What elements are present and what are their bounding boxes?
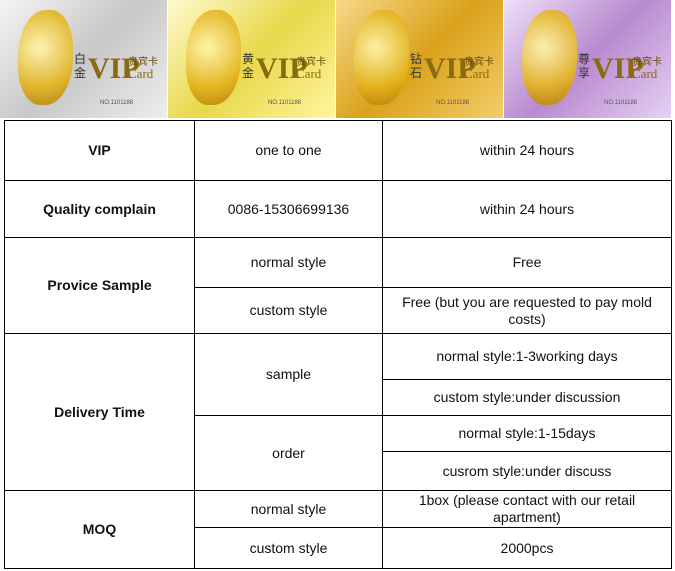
sub-label-cell: normal style: [194, 237, 383, 288]
value-cell: within 24 hours: [382, 180, 672, 238]
card-subtitle: Card: [632, 66, 658, 81]
ribbon: [522, 10, 577, 105]
card-tag: 贵宾卡: [128, 57, 158, 68]
value-cell: 1box (please contact with our retail apa…: [382, 490, 672, 528]
card-number: NO.1101188: [100, 100, 134, 106]
sub-label-cell: 0086-15306699136: [194, 180, 383, 238]
sub-label-cell: sample: [194, 333, 383, 416]
ribbon: [354, 10, 409, 105]
card-tag: 贵宾卡: [464, 57, 494, 68]
value-cell: normal style:1-3working days: [382, 333, 672, 380]
row-label-cell: VIP: [4, 120, 195, 181]
row-label-cell: Provice Sample: [4, 237, 195, 334]
value-cell: normal style:1-15days: [382, 415, 672, 452]
value-cell: Free (but you are requested to pay mold …: [382, 287, 672, 334]
vip-card: 白金 VIP 贵宾卡 Card NO.1101188: [0, 0, 167, 118]
sub-label-cell: normal style: [194, 490, 383, 528]
card-subtitle: Card: [128, 66, 154, 81]
card-number: NO.1101188: [436, 100, 470, 106]
card-title: VIP: [88, 52, 140, 85]
sub-label-cell: one to one: [194, 120, 383, 181]
card-tag: 贵宾卡: [296, 57, 326, 68]
card-title: VIP: [424, 52, 476, 85]
card-tag: 贵宾卡: [632, 57, 662, 68]
card-level: 尊享: [578, 52, 591, 80]
card-number: NO.1101188: [268, 100, 302, 106]
sub-label-cell: custom style: [194, 287, 383, 334]
row-label-cell: MOQ: [4, 490, 195, 569]
ribbon: [18, 10, 73, 105]
card-level: 黄金: [242, 52, 255, 80]
value-cell: within 24 hours: [382, 120, 672, 181]
sub-label-cell: custom style: [194, 527, 383, 569]
value-cell: 2000pcs: [382, 527, 672, 569]
card-subtitle: Card: [464, 66, 490, 81]
row-label-cell: Delivery Time: [4, 333, 195, 491]
vip-card: 钻石 VIP 贵宾卡 Card NO.1101188: [336, 0, 503, 118]
card-level: 钻石: [410, 52, 423, 80]
card-level: 白金: [74, 52, 87, 80]
sub-label-cell: order: [194, 415, 383, 491]
card-subtitle: Card: [296, 66, 322, 81]
vip-card: 黄金 VIP 贵宾卡 Card NO.1101188: [168, 0, 335, 118]
row-label-cell: Quality complain: [4, 180, 195, 238]
value-cell: Free: [382, 237, 672, 288]
value-cell: cusrom style:under discuss: [382, 451, 672, 491]
value-cell: custom style:under discussion: [382, 379, 672, 416]
card-title: VIP: [256, 52, 308, 85]
card-number: NO.1101188: [604, 100, 638, 106]
card-title: VIP: [592, 52, 644, 85]
vip-card: 尊享 VIP 贵宾卡 Card NO.1101188: [504, 0, 671, 118]
ribbon: [186, 10, 241, 105]
